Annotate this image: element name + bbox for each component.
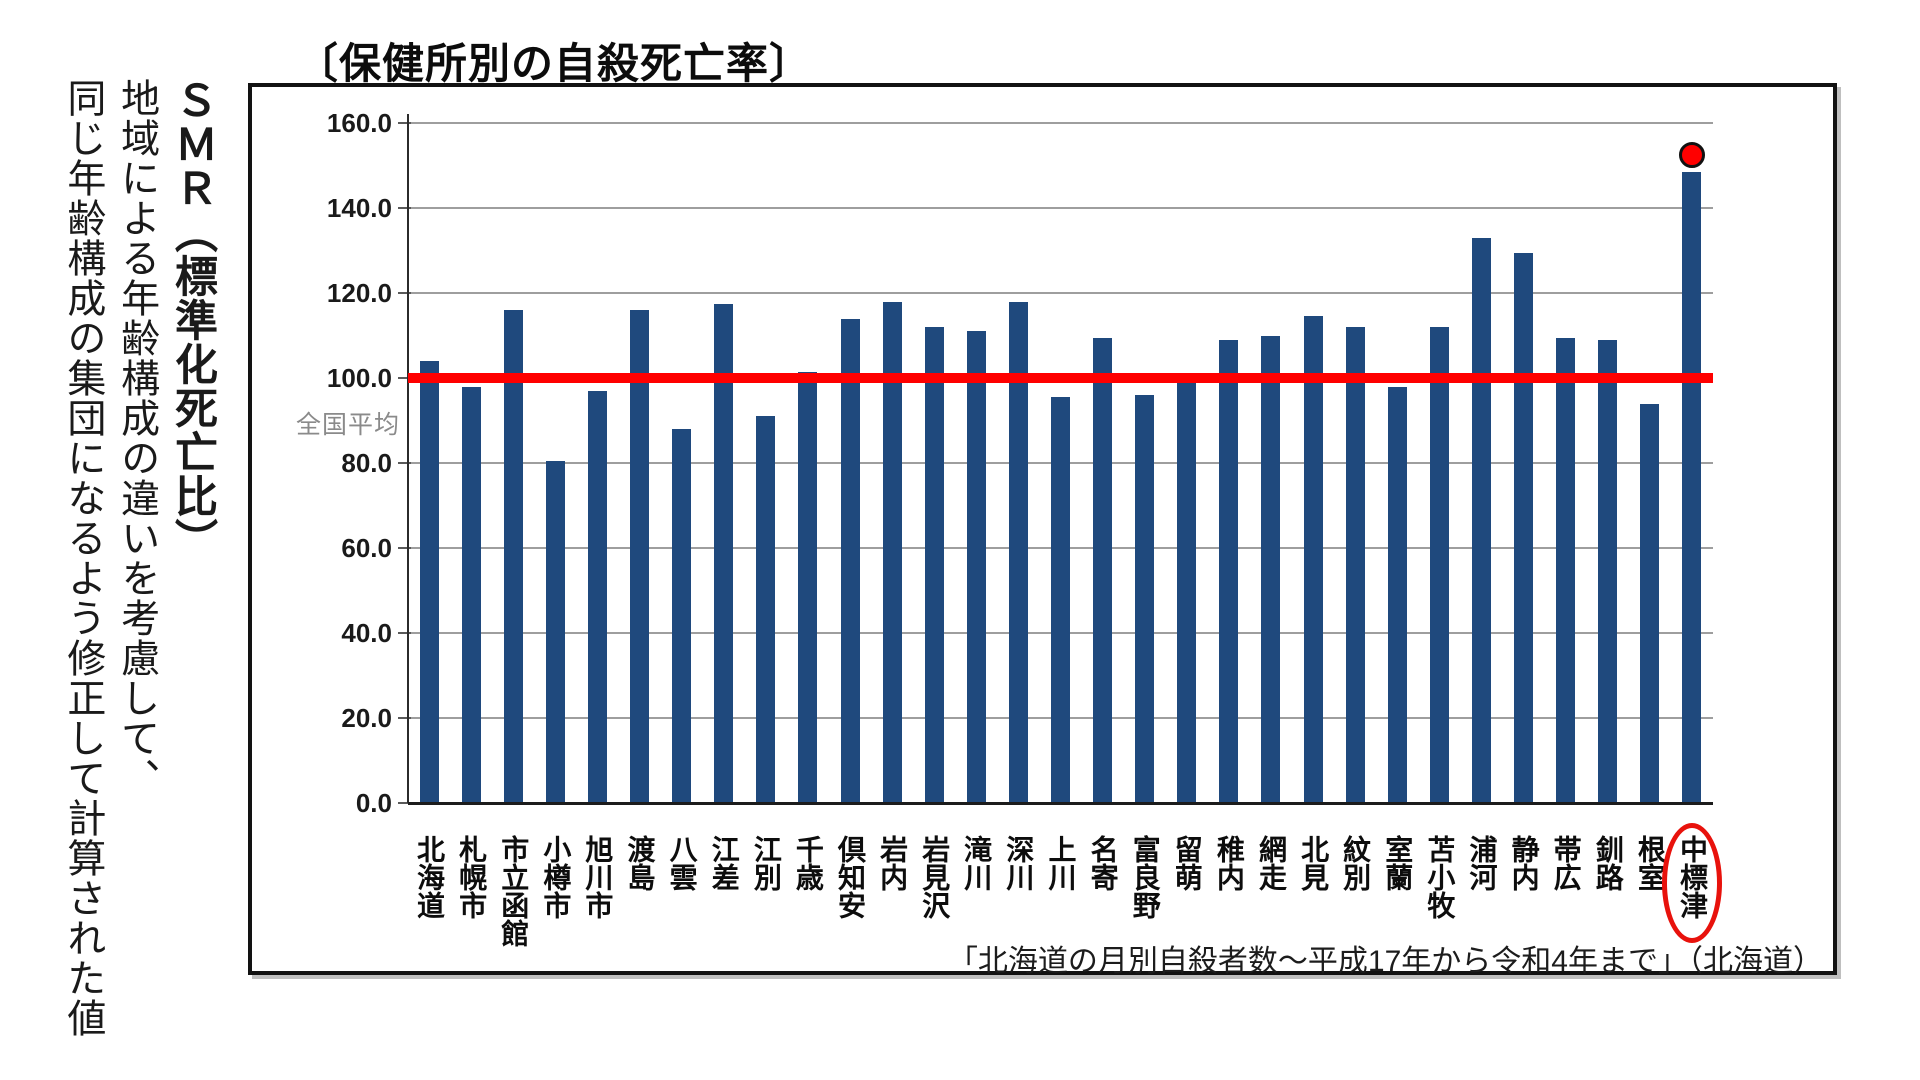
y-axis-tick-mark [398, 292, 411, 294]
y-axis-tick-mark [398, 462, 411, 464]
bar-八雲 [672, 429, 692, 803]
smr-note-line2: 地域による年齢構成の違いを考慮して、 [115, 78, 159, 798]
bar-千歳 [798, 371, 818, 803]
x-label-八雲: 八雲 [666, 835, 698, 891]
bar-札幌市 [461, 386, 481, 803]
bar-岩見沢 [924, 327, 944, 803]
x-label-千歳: 千歳 [792, 835, 824, 891]
bar-小樽市 [545, 460, 565, 803]
y-axis [407, 114, 409, 803]
x-label-浦河: 浦河 [1466, 835, 1498, 891]
x-label-根室: 根室 [1634, 835, 1666, 891]
x-label-網走: 網走 [1255, 835, 1287, 891]
x-label-紋別: 紋別 [1340, 835, 1372, 891]
bar-静内 [1514, 252, 1534, 803]
x-label-静内: 静内 [1508, 835, 1540, 891]
y-axis-tick-label: 20.0 [341, 703, 392, 733]
y-axis-tick-mark [398, 632, 411, 634]
y-axis-tick-label: 100.0 [326, 363, 392, 393]
chart-frame: 全国平均 「北海道の月別自殺者数～平成17年から令和4年まで」（北海道） 0.0… [248, 83, 1837, 978]
bar-中標津 [1682, 171, 1702, 803]
bar-倶知安 [840, 318, 860, 803]
x-label-留萌: 留萌 [1171, 835, 1203, 891]
national-average-line [408, 373, 1713, 383]
bar-旭川市 [587, 390, 607, 803]
x-label-北見: 北見 [1298, 835, 1330, 891]
x-label-渡島: 渡島 [624, 835, 656, 891]
bar-留萌 [1177, 380, 1197, 803]
y-axis-tick-label: 80.0 [341, 448, 392, 478]
bar-網走 [1261, 335, 1281, 803]
gridline [408, 122, 1713, 124]
x-label-小樽市: 小樽市 [540, 835, 572, 919]
x-label-江別: 江別 [750, 835, 782, 891]
x-label-苫小牧: 苫小牧 [1424, 835, 1456, 919]
y-axis-tick-mark [398, 207, 411, 209]
x-label-北海道: 北海道 [414, 835, 446, 919]
bar-市立函館 [503, 310, 523, 803]
y-axis-tick-mark [398, 547, 411, 549]
bar-稚内 [1219, 339, 1239, 803]
bar-滝川 [966, 331, 986, 803]
y-axis-tick-mark [398, 717, 411, 719]
bar-岩内 [882, 301, 902, 803]
y-axis-tick-label: 0.0 [355, 788, 392, 818]
x-label-岩内: 岩内 [877, 835, 909, 891]
x-label-帯広: 帯広 [1550, 835, 1582, 891]
bar-上川 [1051, 397, 1070, 803]
x-label-倶知安: 倶知安 [835, 835, 867, 919]
smr-note-line3: 同じ年齢構成の集団になるよう修正して計算された値 [61, 78, 105, 1038]
x-label-札幌市: 札幌市 [456, 835, 488, 919]
x-label-釧路: 釧路 [1592, 835, 1624, 891]
x-label-名寄: 名寄 [1087, 835, 1119, 891]
bar-渡島 [630, 310, 650, 803]
x-label-江差: 江差 [708, 835, 740, 891]
y-axis-tick-label: 140.0 [326, 193, 392, 223]
bar-浦河 [1471, 237, 1491, 803]
y-axis-tick-label: 40.0 [341, 618, 392, 648]
x-label-富良野: 富良野 [1129, 835, 1161, 919]
bar-富良野 [1135, 395, 1155, 803]
bar-室蘭 [1387, 386, 1407, 803]
bar-紋別 [1345, 327, 1365, 803]
highlight-ellipse [1661, 823, 1722, 943]
chart-title: 〔保健所別の自殺死亡率〕 [296, 40, 813, 87]
y-axis-tick-label: 120.0 [326, 278, 392, 308]
x-label-上川: 上川 [1045, 835, 1077, 891]
national-average-label: 全国平均 [296, 411, 401, 439]
bar-帯広 [1556, 337, 1576, 803]
smr-definition-note: ＳＭＲ（標準化死亡比） 地域による年齢構成の違いを考慮して、 同じ年齢構成の集団… [56, 78, 220, 1038]
y-axis-tick-mark [398, 802, 411, 804]
gridline [408, 207, 1713, 209]
x-label-滝川: 滝川 [961, 835, 993, 891]
x-label-市立函館: 市立函館 [498, 835, 530, 947]
x-axis [408, 802, 1713, 805]
bar-北見 [1303, 316, 1323, 803]
gridline [408, 292, 1713, 294]
bar-江別 [756, 416, 776, 803]
bar-江差 [714, 303, 734, 803]
x-label-室蘭: 室蘭 [1382, 835, 1414, 891]
x-label-深川: 深川 [1003, 835, 1035, 891]
source-citation: 「北海道の月別自殺者数～平成17年から令和4年まで」（北海道） [947, 945, 1823, 978]
y-axis-tick-mark [398, 122, 411, 124]
smr-note-line1: ＳＭＲ（標準化死亡比） [168, 78, 217, 562]
bar-根室 [1640, 403, 1660, 803]
x-label-稚内: 稚内 [1213, 835, 1245, 891]
y-axis-tick-label: 60.0 [341, 533, 392, 563]
bar-名寄 [1093, 337, 1113, 803]
y-axis-tick-mark [398, 377, 411, 379]
bar-北海道 [419, 361, 439, 803]
bar-苫小牧 [1429, 327, 1449, 803]
x-label-旭川市: 旭川市 [582, 835, 614, 919]
y-axis-tick-label: 160.0 [326, 108, 392, 138]
highlight-dot [1678, 141, 1705, 168]
bar-深川 [1008, 301, 1028, 803]
bar-釧路 [1598, 339, 1618, 803]
x-label-岩見沢: 岩見沢 [919, 835, 951, 919]
